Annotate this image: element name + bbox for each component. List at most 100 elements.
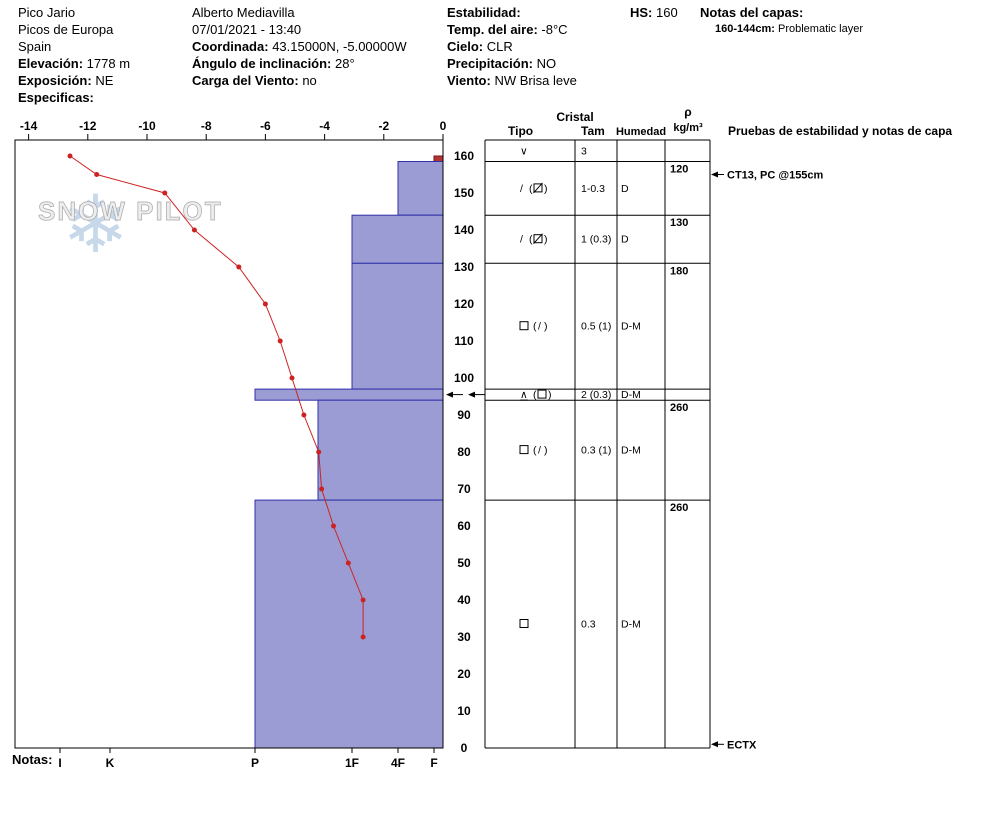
density-value: 120 [670, 164, 688, 176]
grain-size-value: 2 (0.3) [581, 389, 611, 401]
temperature-point [331, 523, 336, 529]
temperature-point [277, 338, 283, 344]
test-note-text: ECTX [727, 739, 757, 751]
grain-square-icon [533, 183, 543, 193]
hardness-axis-label: F [430, 756, 437, 770]
layer-note-line: 160-144cm: Problematic layer [700, 21, 863, 38]
temp-axis-tick-label: -12 [79, 119, 97, 133]
temperature-point [67, 153, 73, 159]
hardness-axis-label: K [106, 756, 115, 770]
site-info-column: Pico Jario Picos de Europa Spain Elevaci… [18, 4, 130, 106]
watermark-text: SNOW PILOT [38, 196, 223, 226]
observer-info-column: Alberto Mediavilla 07/01/2021 - 13:40 Co… [192, 4, 407, 89]
depth-axis-tick-label: 140 [454, 223, 474, 237]
wind-line: Viento: NW Brisa leve [447, 72, 577, 89]
depth-axis-tick-label: 110 [454, 334, 474, 348]
wetness-value: D-M [621, 321, 641, 333]
slope-angle-line: Ángulo de inclinación: 28° [192, 55, 407, 72]
temp-axis-tick-label: -8 [201, 119, 212, 133]
grain-square-icon [519, 445, 529, 455]
grain-square-icon [519, 321, 529, 331]
layer-bar [254, 499, 444, 749]
grain-square-icon [519, 619, 529, 628]
depth-axis-tick-label: 50 [457, 556, 471, 570]
grain-slash-icon [533, 182, 543, 194]
temperature-point [316, 449, 322, 455]
layer-bar [317, 399, 444, 501]
sky-label: Cielo: [447, 39, 484, 54]
left-arrow-icon [468, 391, 475, 398]
grain-surfacehoar-icon: ∧ [520, 389, 528, 401]
left-arrow-icon [711, 171, 718, 178]
crystal-table: ∨ 3/() 1-0.3 D/() 1 (0.3) D(/) 0.5 (1) D-M∧() 2 … [484, 139, 711, 749]
depth-axis-tick-label: 100 [454, 371, 474, 385]
depth-axis-tick-label: 0 [461, 741, 468, 755]
hardness-axis-label: 1F [345, 756, 359, 770]
wind-label: Viento: [447, 73, 491, 88]
depth-axis-tick-label: 90 [457, 408, 471, 422]
coordinates-line: Coordinada: 43.15000N, -5.00000W [192, 38, 407, 55]
wind-loading-label: Carga del Viento: [192, 73, 299, 88]
paren-glyph: ) [544, 183, 548, 195]
depth-axis-tick-label: 30 [457, 630, 471, 644]
col-header-tipo: Tipo [508, 124, 533, 138]
wetness-value: D [621, 183, 629, 195]
observation-datetime: 07/01/2021 - 13:40 [192, 22, 302, 37]
hardness-axis-label: 4F [391, 756, 405, 770]
wind-loading-line: Carga del Viento: no [192, 72, 407, 89]
col-header-tam: Tam [581, 124, 605, 138]
temp-axis-tick-label: -2 [378, 119, 389, 133]
temperature-point [345, 560, 351, 566]
precip-label: Precipitación: [447, 56, 533, 71]
temperature-point [162, 190, 168, 196]
col-header-density: ρ [684, 105, 691, 119]
snowflake-icon: ❄ [62, 180, 129, 269]
temperature-point [191, 227, 197, 233]
grain-size-value: 1 (0.3) [581, 234, 611, 246]
weather-info-column: Estabilidad: Temp. del aire: -8°C Cielo:… [447, 4, 577, 89]
depth-axis-tick-label: 40 [457, 593, 471, 607]
layer-bar [397, 161, 444, 216]
paren-glyph: ( [533, 321, 537, 333]
grain-size-value: 3 [581, 145, 587, 157]
left-arrow-icon [446, 391, 453, 398]
depth-axis-tick-label: 70 [457, 482, 471, 496]
aspect-label: Exposición: [18, 73, 92, 88]
temperature-profile-line [67, 153, 366, 640]
col-header-density-units: kg/m³ [673, 122, 703, 134]
layer-note-range: 160-144cm: [715, 23, 775, 35]
paren-glyph: ) [544, 234, 548, 246]
coordinates-label: Coordinada: [192, 39, 269, 54]
wind-loading-value: no [302, 73, 317, 88]
site-country: Spain [18, 39, 52, 54]
layer-bar [351, 214, 444, 264]
density-value: 180 [670, 265, 688, 277]
density-value: 260 [670, 502, 688, 514]
wind-value: NW Brisa leve [494, 73, 577, 88]
depth-axis-tick-label: 160 [454, 149, 474, 163]
temp-axis-tick-label: -4 [319, 119, 330, 133]
watermark: ❄ SNOW PILOT [38, 180, 223, 269]
grain-slash-icon [533, 233, 543, 245]
observer-name: Alberto Mediavilla [192, 5, 295, 20]
wetness-value: D-M [621, 619, 641, 631]
slope-angle-label: Ángulo de inclinación: [192, 56, 332, 71]
grain-size-value: 1-0.3 [581, 183, 605, 195]
layer-bar [433, 155, 444, 162]
layer-bar [351, 262, 444, 390]
depth-axis-tick-label: 120 [454, 297, 474, 311]
hs-value: 160 [656, 5, 678, 20]
air-temp-line: Temp. del aire: -8°C [447, 21, 577, 38]
site-specifics-line: Especificas: [18, 89, 130, 106]
temperature-point [319, 486, 325, 492]
density-value: 260 [670, 402, 688, 414]
sky-value: CLR [486, 39, 513, 54]
depth-axis-tick-label: 20 [457, 667, 471, 681]
grain-square-icon [533, 234, 543, 244]
layer-notes-label: Notas del capas: [700, 5, 804, 20]
col-header-cristal: Cristal [556, 110, 593, 124]
grain-size-value: 0.3 [581, 619, 596, 631]
grain-newsnow-icon: ∨ [520, 145, 528, 157]
wetness-value: D [621, 234, 629, 246]
